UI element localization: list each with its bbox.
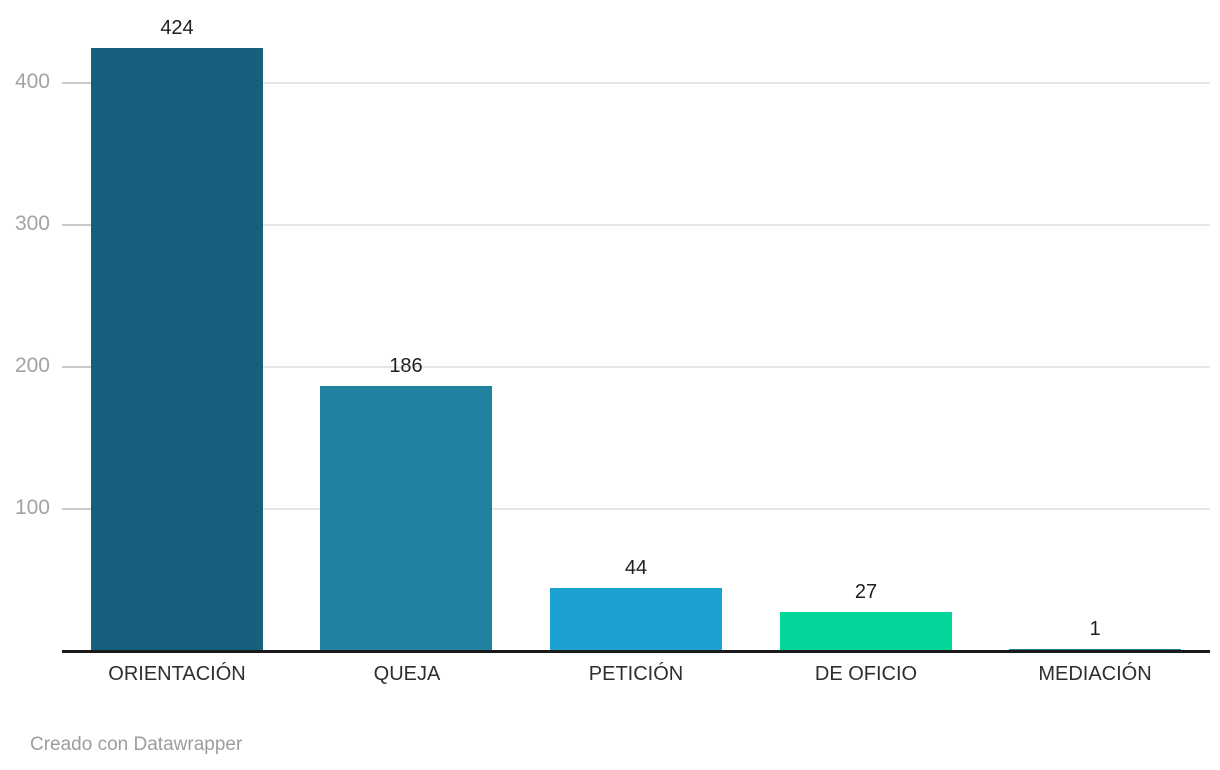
value-label-4: 27 — [854, 581, 878, 603]
category-label-4: DE OFICIO — [814, 663, 918, 685]
y-tick-label-300: 300 — [14, 212, 50, 235]
y-tickmark-200 — [62, 366, 92, 368]
y-tick-label-400: 400 — [14, 70, 50, 93]
gridline-300 — [62, 224, 1210, 226]
category-label-1: ORIENTACIÓN — [108, 663, 246, 685]
value-label-1: 424 — [160, 17, 194, 39]
value-label-2: 186 — [389, 355, 423, 377]
y-tickmark-300 — [62, 224, 92, 226]
category-label-2: QUEJA — [373, 663, 441, 685]
gridline-100 — [62, 508, 1210, 510]
x-axis-line — [62, 650, 1210, 653]
gridline-400 — [62, 82, 1210, 84]
bar-4 — [780, 612, 952, 652]
y-tick-label-100: 100 — [14, 496, 50, 519]
gridline-200 — [62, 366, 1210, 368]
category-label-3: PETICIÓN — [588, 663, 684, 685]
value-label-3: 44 — [624, 557, 648, 579]
category-label-5: MEDIACIÓN — [1038, 663, 1152, 685]
bar-2 — [320, 386, 492, 652]
y-tick-label-200: 200 — [14, 354, 50, 377]
y-tickmark-100 — [62, 508, 92, 510]
datawrapper-credit: Creado con Datawrapper — [30, 734, 243, 755]
bar-3 — [550, 588, 722, 652]
value-label-5: 1 — [1089, 618, 1101, 640]
y-tickmark-400 — [62, 82, 92, 84]
bar-1 — [91, 48, 263, 652]
